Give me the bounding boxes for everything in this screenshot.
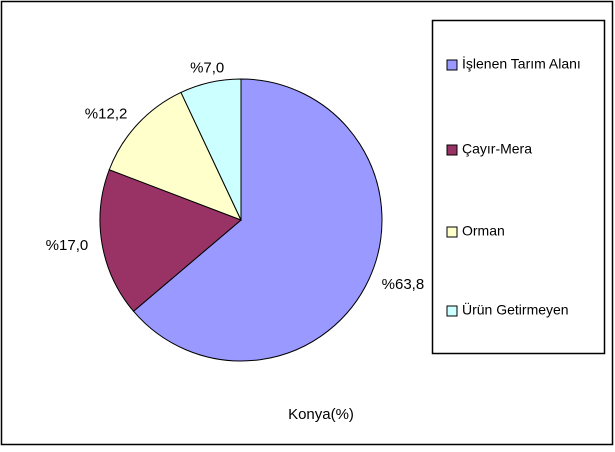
data-label: %12,2 xyxy=(85,106,128,123)
chart-title: Konya(%) xyxy=(288,406,354,423)
legend-box xyxy=(431,19,606,355)
pie-slice xyxy=(99,169,242,312)
legend-label: İşlenen Tarım Alanı xyxy=(462,55,581,72)
legend-label: Çayır-Mera xyxy=(462,141,532,157)
legend-label: Ürün Getirmeyen xyxy=(462,301,569,318)
legend-swatch xyxy=(446,144,458,156)
legend-swatch xyxy=(446,305,458,317)
legend-swatch xyxy=(446,226,458,238)
pie-slice xyxy=(180,78,242,221)
legend-label: Orman xyxy=(462,223,505,239)
pie-slice xyxy=(132,78,383,362)
data-label: %7,0 xyxy=(190,60,224,77)
legend-swatch xyxy=(446,59,458,71)
pie-slice xyxy=(108,91,242,221)
data-label: %17,0 xyxy=(46,237,89,254)
data-label: %63,8 xyxy=(382,276,425,293)
